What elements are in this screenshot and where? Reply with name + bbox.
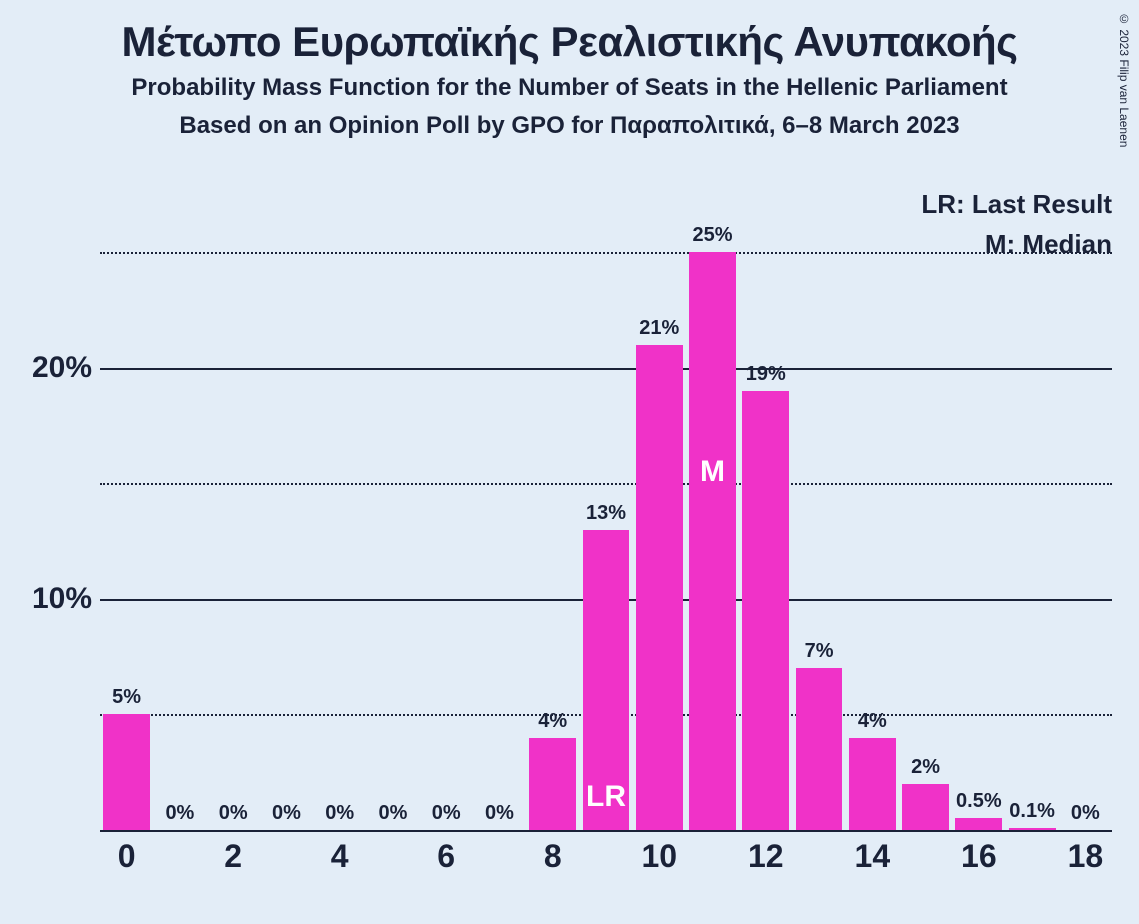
chart-plot-area: LR: Last Result M: Median 10%20%02468101…	[100, 190, 1112, 830]
bar	[103, 714, 150, 830]
bar-value-label: 4%	[858, 710, 887, 733]
x-axis-tick-label: 18	[1068, 838, 1104, 875]
legend-last-result: LR: Last Result	[921, 184, 1112, 224]
x-axis-tick-label: 14	[855, 838, 891, 875]
gridline	[100, 483, 1112, 485]
bar-value-label: 0%	[485, 802, 514, 825]
bar-value-label: 0%	[432, 802, 461, 825]
bar	[529, 738, 576, 830]
bar-value-label: 0.1%	[1009, 800, 1055, 823]
bar-value-label: 2%	[911, 756, 940, 779]
bar-value-label: 0%	[325, 802, 354, 825]
bar	[742, 391, 789, 830]
chart-titles: Μέτωπο Ευρωπαϊκής Ρεαλιστικής Ανυπακοής …	[0, 0, 1139, 140]
x-axis-tick-label: 6	[437, 838, 455, 875]
bar-value-label: 25%	[693, 224, 733, 247]
bar	[902, 784, 949, 830]
bar-annotation-median: M	[700, 455, 725, 489]
x-axis-tick-label: 0	[118, 838, 136, 875]
gridline	[100, 368, 1112, 370]
x-axis-tick-label: 2	[224, 838, 242, 875]
bar-value-label: 7%	[805, 640, 834, 663]
bar-value-label: 19%	[746, 363, 786, 386]
bar-annotation-lr: LR	[586, 780, 626, 814]
chart-title-main: Μέτωπο Ευρωπαϊκής Ρεαλιστικής Ανυπακοής	[0, 18, 1139, 66]
x-axis-tick-label: 10	[641, 838, 677, 875]
x-axis-tick-label: 8	[544, 838, 562, 875]
bar-value-label: 21%	[639, 317, 679, 340]
x-axis-tick-label: 12	[748, 838, 784, 875]
bar-value-label: 0%	[1071, 802, 1100, 825]
gridline	[100, 252, 1112, 254]
x-axis-tick-label: 4	[331, 838, 349, 875]
bar-value-label: 0%	[272, 802, 301, 825]
bar-value-label: 4%	[538, 710, 567, 733]
bar-value-label: 13%	[586, 502, 626, 525]
bar	[955, 818, 1002, 830]
x-axis-tick-label: 16	[961, 838, 997, 875]
bar	[849, 738, 896, 830]
y-axis-tick-label: 10%	[12, 582, 92, 616]
bar	[1009, 828, 1056, 830]
bar-value-label: 0.5%	[956, 790, 1002, 813]
x-axis-line	[100, 830, 1112, 832]
bar-value-label: 0%	[378, 802, 407, 825]
copyright-credit: © 2023 Filip van Laenen	[1117, 12, 1131, 147]
bar-value-label: 0%	[165, 802, 194, 825]
legend-median: M: Median	[921, 224, 1112, 264]
bar	[636, 345, 683, 830]
bar	[796, 668, 843, 830]
bar	[689, 252, 736, 830]
chart-title-sub: Probability Mass Function for the Number…	[0, 74, 1139, 102]
chart-title-sub2: Based on an Opinion Poll by GPO for Παρα…	[0, 112, 1139, 140]
bar-value-label: 0%	[219, 802, 248, 825]
bar-value-label: 5%	[112, 686, 141, 709]
y-axis-tick-label: 20%	[12, 351, 92, 385]
